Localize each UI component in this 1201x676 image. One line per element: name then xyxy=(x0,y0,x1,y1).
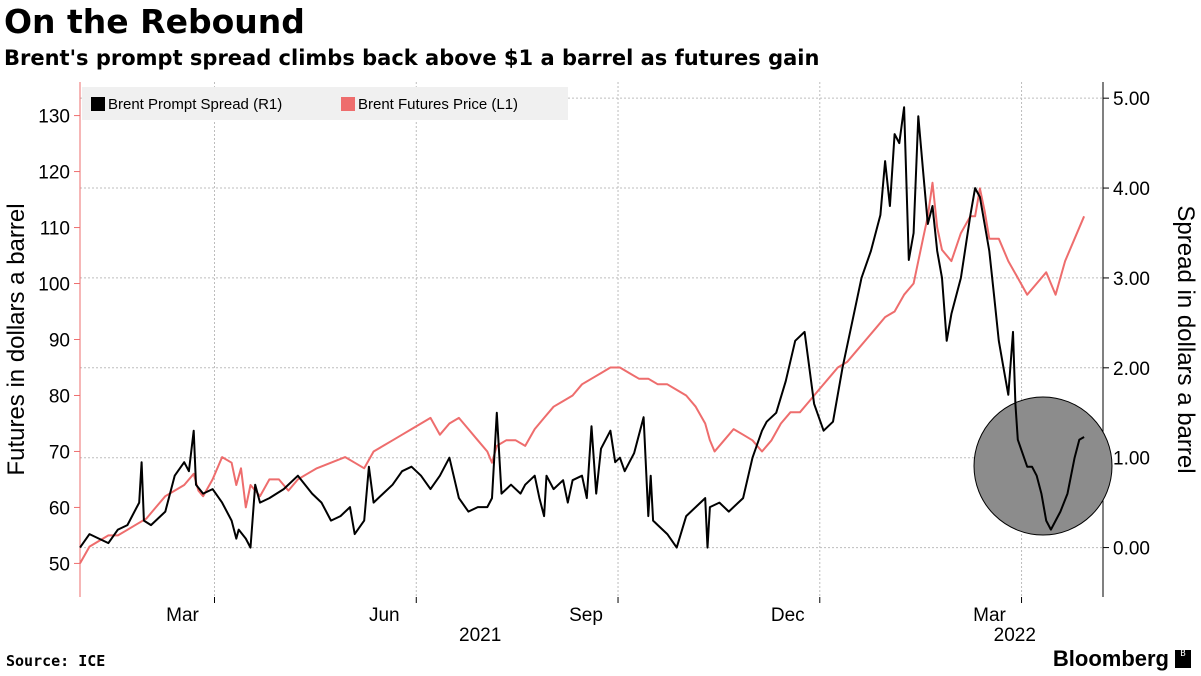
chart-subtitle: Brent's prompt spread climbs back above … xyxy=(4,46,820,70)
x-tick-label: Dec xyxy=(771,605,805,626)
source-note: Source: ICE xyxy=(6,652,106,670)
left-tick-label: 50 xyxy=(49,554,70,575)
right-axis-title: Spread in dollars a barrel xyxy=(1172,205,1199,473)
highlight-circle xyxy=(973,396,1113,536)
chart-title: On the Rebound xyxy=(4,2,305,41)
right-tick-label: 4.00 xyxy=(1113,179,1150,200)
left-tick-label: 90 xyxy=(49,331,70,352)
left-tick-label: 80 xyxy=(49,386,70,407)
brand-logo: Bloomberg xyxy=(1052,646,1169,671)
right-tick-label: 5.00 xyxy=(1113,89,1150,110)
left-tick-label: 70 xyxy=(49,442,70,463)
x-tick-label: Mar xyxy=(973,605,1006,626)
right-tick-label: 2.00 xyxy=(1113,359,1150,380)
left-tick-label: 100 xyxy=(38,275,70,296)
left-axis-title: Futures in dollars a barrel xyxy=(3,203,30,475)
legend-label-futures: Brent Futures Price (L1) xyxy=(358,96,518,113)
legend-swatch-spread xyxy=(91,97,105,111)
left-tick-label: 110 xyxy=(40,219,70,240)
right-tick-label: 0.00 xyxy=(1113,539,1150,560)
left-tick-label: 130 xyxy=(38,107,70,128)
x-year-label: 2021 xyxy=(459,625,501,646)
prompt-spread-line xyxy=(79,106,1085,549)
x-tick-label: Sep xyxy=(569,605,603,626)
x-year-label: 2022 xyxy=(994,625,1036,646)
legend-swatch-futures xyxy=(341,97,355,111)
futures-price-line xyxy=(79,181,1086,564)
brand-glyph: B xyxy=(1180,650,1186,659)
left-tick-label: 120 xyxy=(38,163,70,184)
legend-box xyxy=(82,87,568,120)
left-tick-label: 60 xyxy=(49,498,70,519)
x-tick-label: Mar xyxy=(166,605,199,626)
right-tick-label: 1.00 xyxy=(1113,449,1150,470)
x-tick-label: Jun xyxy=(369,605,400,626)
right-tick-label: 3.00 xyxy=(1113,269,1150,290)
legend-label-spread: Brent Prompt Spread (R1) xyxy=(108,96,282,113)
bloomberg-terminal-icon: B xyxy=(1175,650,1191,668)
